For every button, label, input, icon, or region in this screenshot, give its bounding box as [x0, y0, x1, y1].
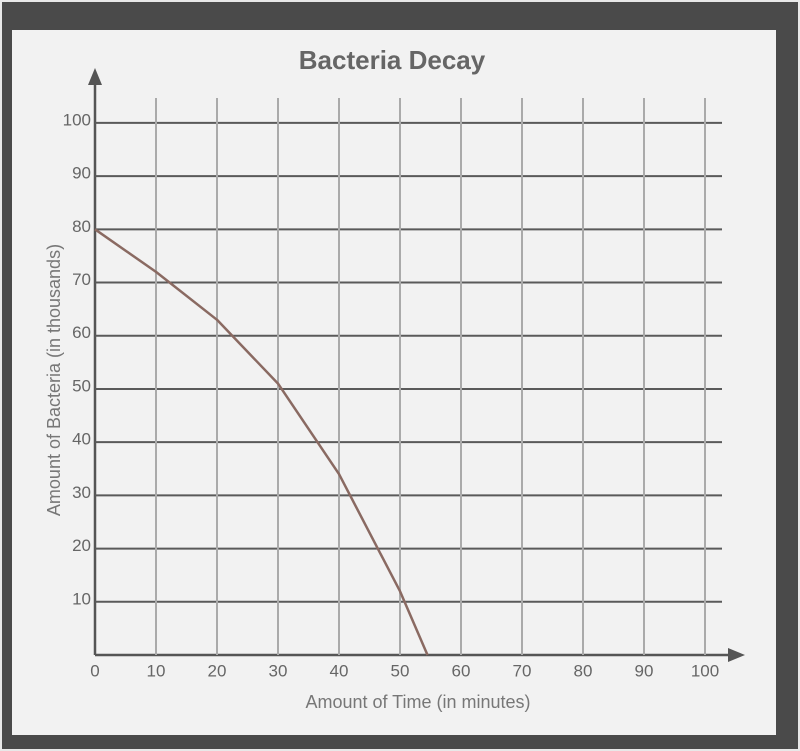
y-axis-title: Amount of Bacteria (in thousands) — [44, 244, 64, 516]
x-tick-label: 60 — [452, 661, 471, 680]
y-tick-label: 40 — [72, 430, 91, 449]
x-tick-label: 20 — [208, 661, 227, 680]
x-axis-arrow — [728, 648, 745, 662]
x-tick-label: 100 — [691, 661, 719, 680]
y-tick-label: 90 — [72, 164, 91, 183]
data-line — [94, 228, 429, 656]
chart-title: Bacteria Decay — [299, 45, 486, 75]
x-tick-label: 80 — [574, 661, 593, 680]
y-tick-label: 20 — [72, 536, 91, 555]
x-tick-label: 90 — [635, 661, 654, 680]
x-tick-label: 70 — [513, 661, 532, 680]
x-axis-title: Amount of Time (in minutes) — [305, 692, 530, 712]
y-tick-label: 70 — [72, 270, 91, 289]
chart-background — [12, 30, 776, 735]
x-tick-label: 30 — [269, 661, 288, 680]
x-tick-label: 50 — [391, 661, 410, 680]
y-tick-label: 100 — [63, 110, 91, 129]
y-tick-label: 80 — [72, 217, 91, 236]
x-tick-label: 0 — [90, 661, 99, 680]
y-tick-label: 50 — [72, 376, 91, 395]
x-tick-label: 10 — [147, 661, 166, 680]
y-tick-label: 30 — [72, 483, 91, 502]
y-axis-arrow — [88, 68, 102, 85]
y-tick-label: 10 — [72, 589, 91, 608]
y-tick-label: 60 — [72, 323, 91, 342]
x-tick-label: 40 — [330, 661, 349, 680]
